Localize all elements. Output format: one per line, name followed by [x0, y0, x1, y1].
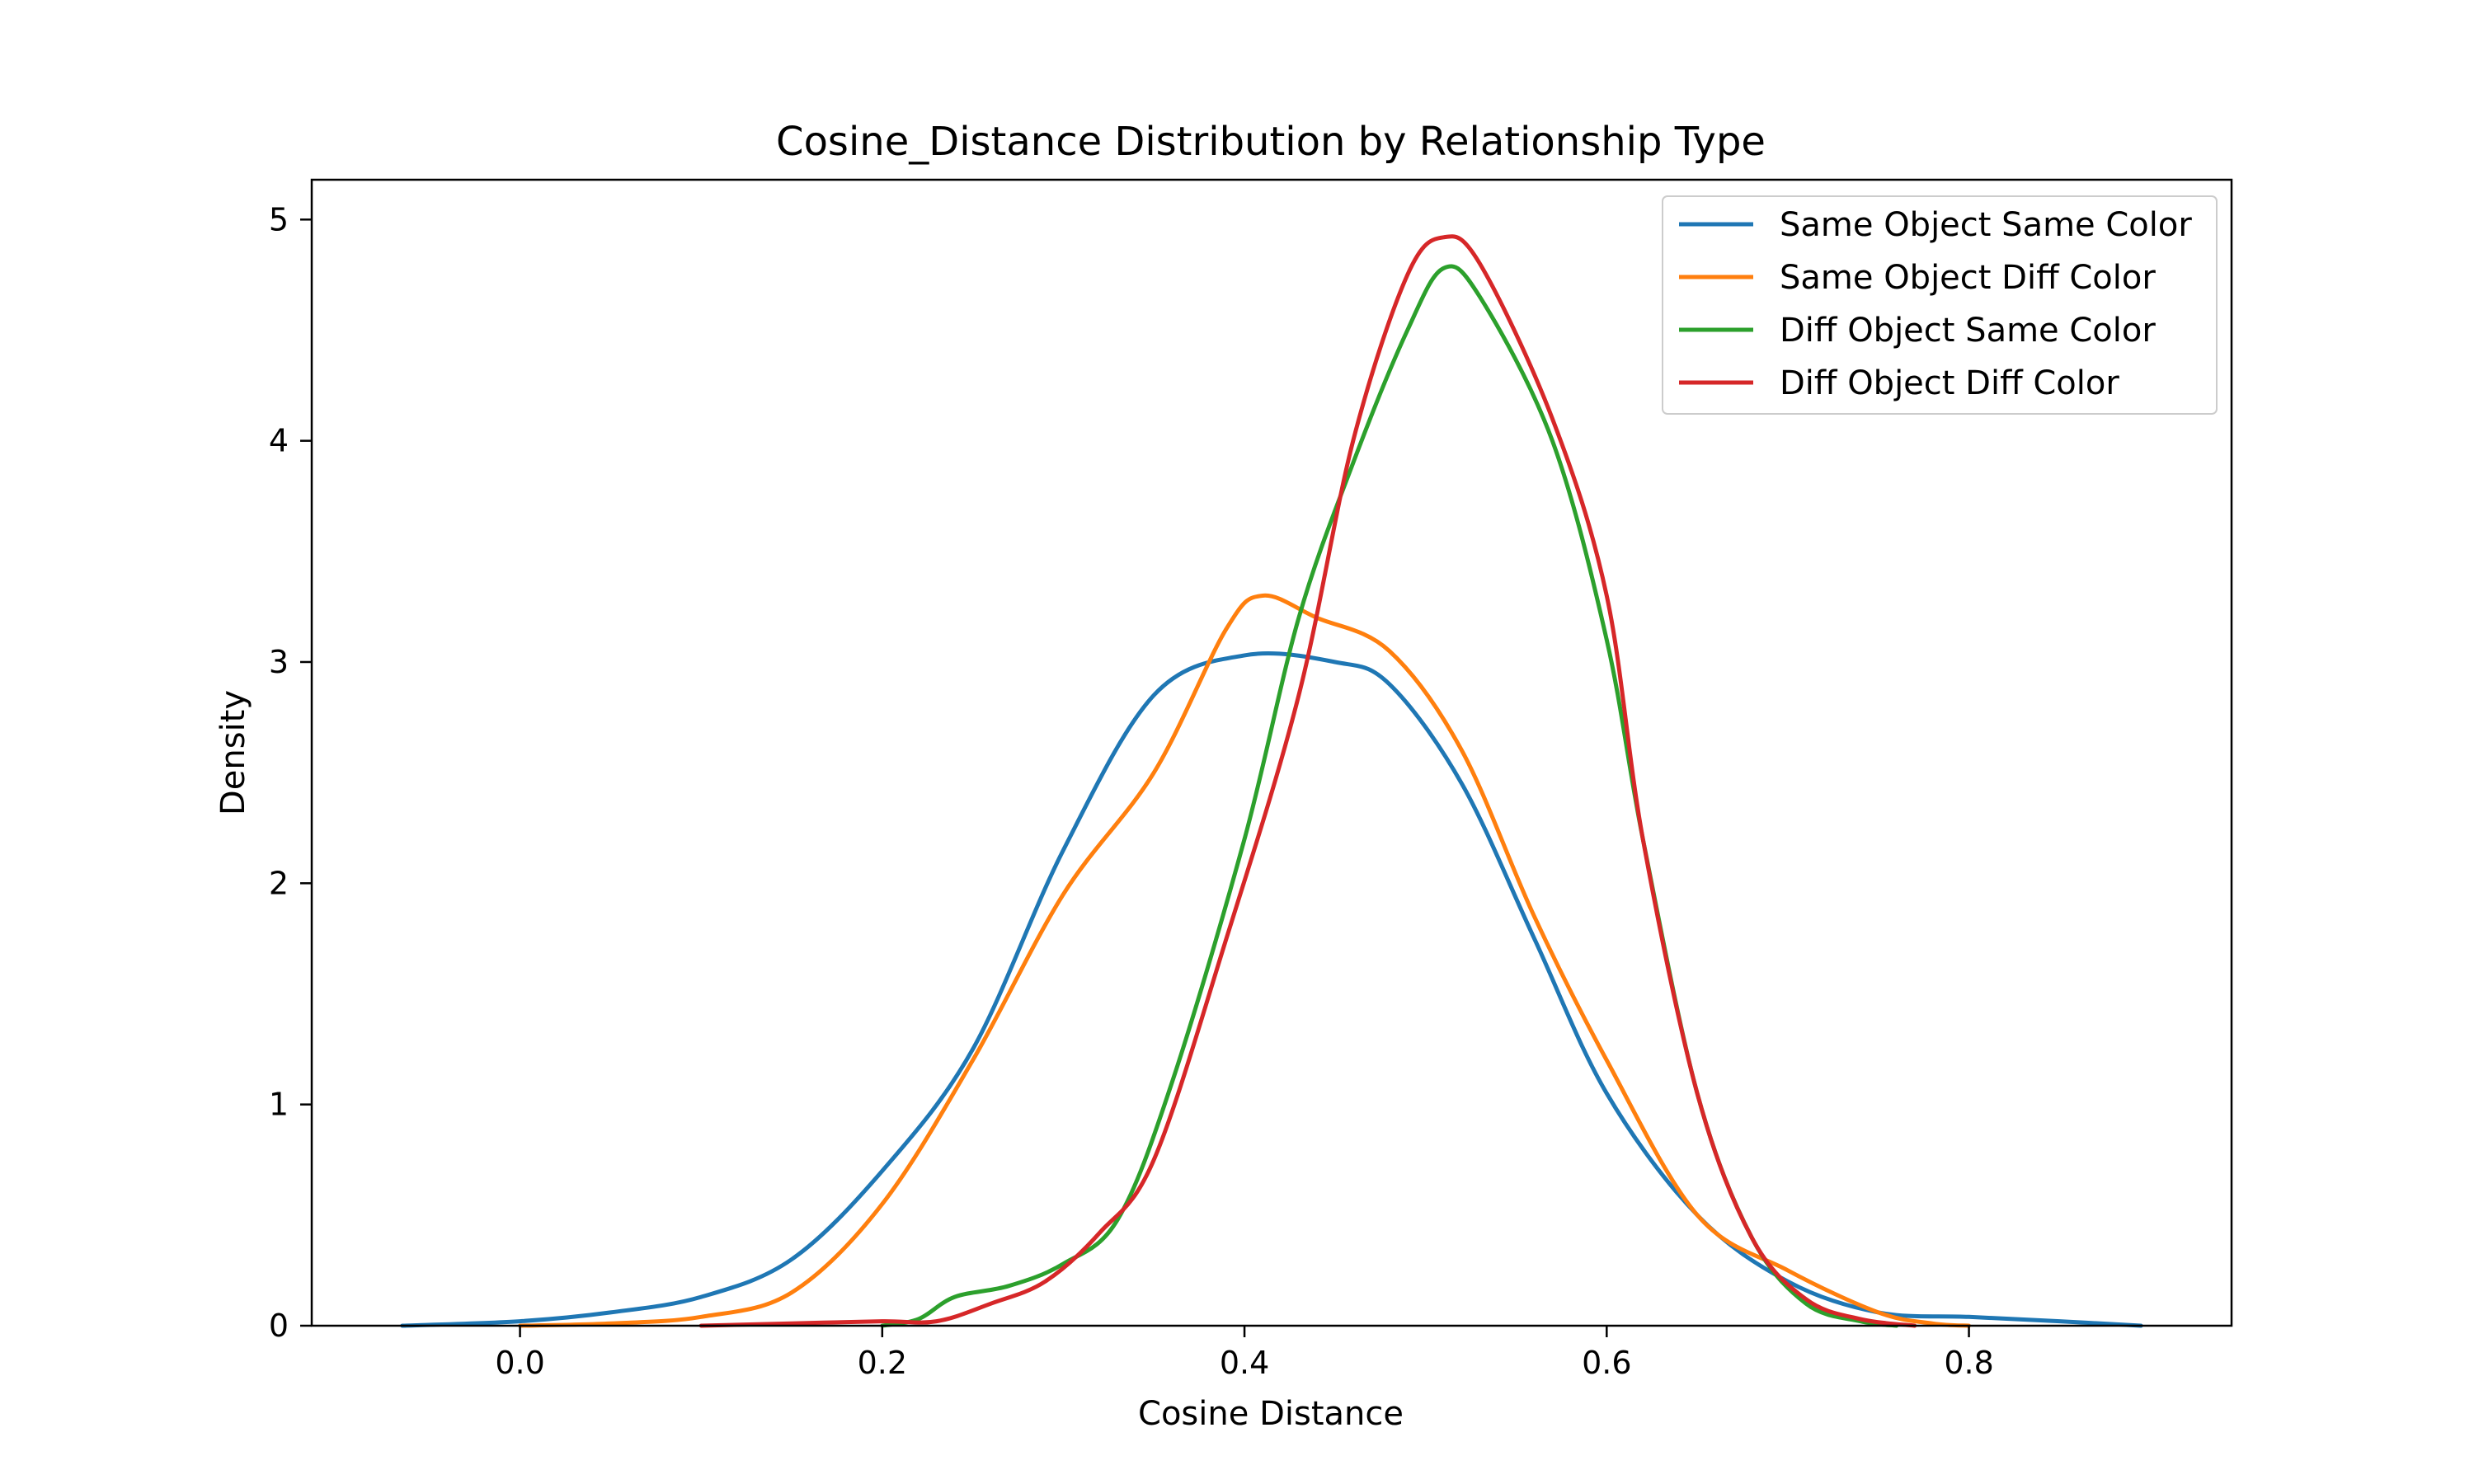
y-tick-label: 5: [269, 201, 289, 237]
chart-title: Cosine_Distance Distribution by Relation…: [776, 119, 1766, 165]
x-tick-label: 0.0: [495, 1345, 544, 1381]
legend-label-3: Diff Object Same Color: [1780, 312, 2156, 350]
legend-label-2: Same Object Diff Color: [1780, 259, 2156, 297]
y-axis-label: Density: [214, 690, 252, 815]
x-axis: 0.0 0.2 0.4 0.6 0.8: [495, 1326, 1994, 1381]
x-axis-label: Cosine Distance: [1138, 1395, 1404, 1433]
y-tick-label: 4: [269, 423, 289, 459]
x-tick-label: 0.8: [1944, 1345, 1993, 1381]
series-curves: [400, 234, 2143, 1328]
series-line-2: [518, 593, 1971, 1328]
legend-box: [1662, 195, 2218, 415]
series-line-1: [400, 651, 2143, 1328]
series-line-4: [698, 234, 1917, 1328]
plot-frame: [310, 178, 2233, 1327]
legend-label-1: Same Object Same Color: [1780, 206, 2192, 244]
y-tick-label: 3: [269, 644, 289, 680]
x-tick-label: 0.4: [1220, 1345, 1269, 1381]
legend: Same Object Same Color Same Object Diff C…: [1662, 195, 2218, 415]
y-tick-label: 2: [269, 865, 289, 901]
legend-label-4: Diff Object Diff Color: [1780, 364, 2119, 402]
y-tick-label: 1: [269, 1087, 289, 1123]
x-tick-label: 0.6: [1582, 1345, 1631, 1381]
y-tick-label: 0: [269, 1308, 289, 1344]
x-tick-label: 0.2: [858, 1345, 907, 1381]
y-axis: 0 1 2 3 4 5: [269, 201, 312, 1344]
